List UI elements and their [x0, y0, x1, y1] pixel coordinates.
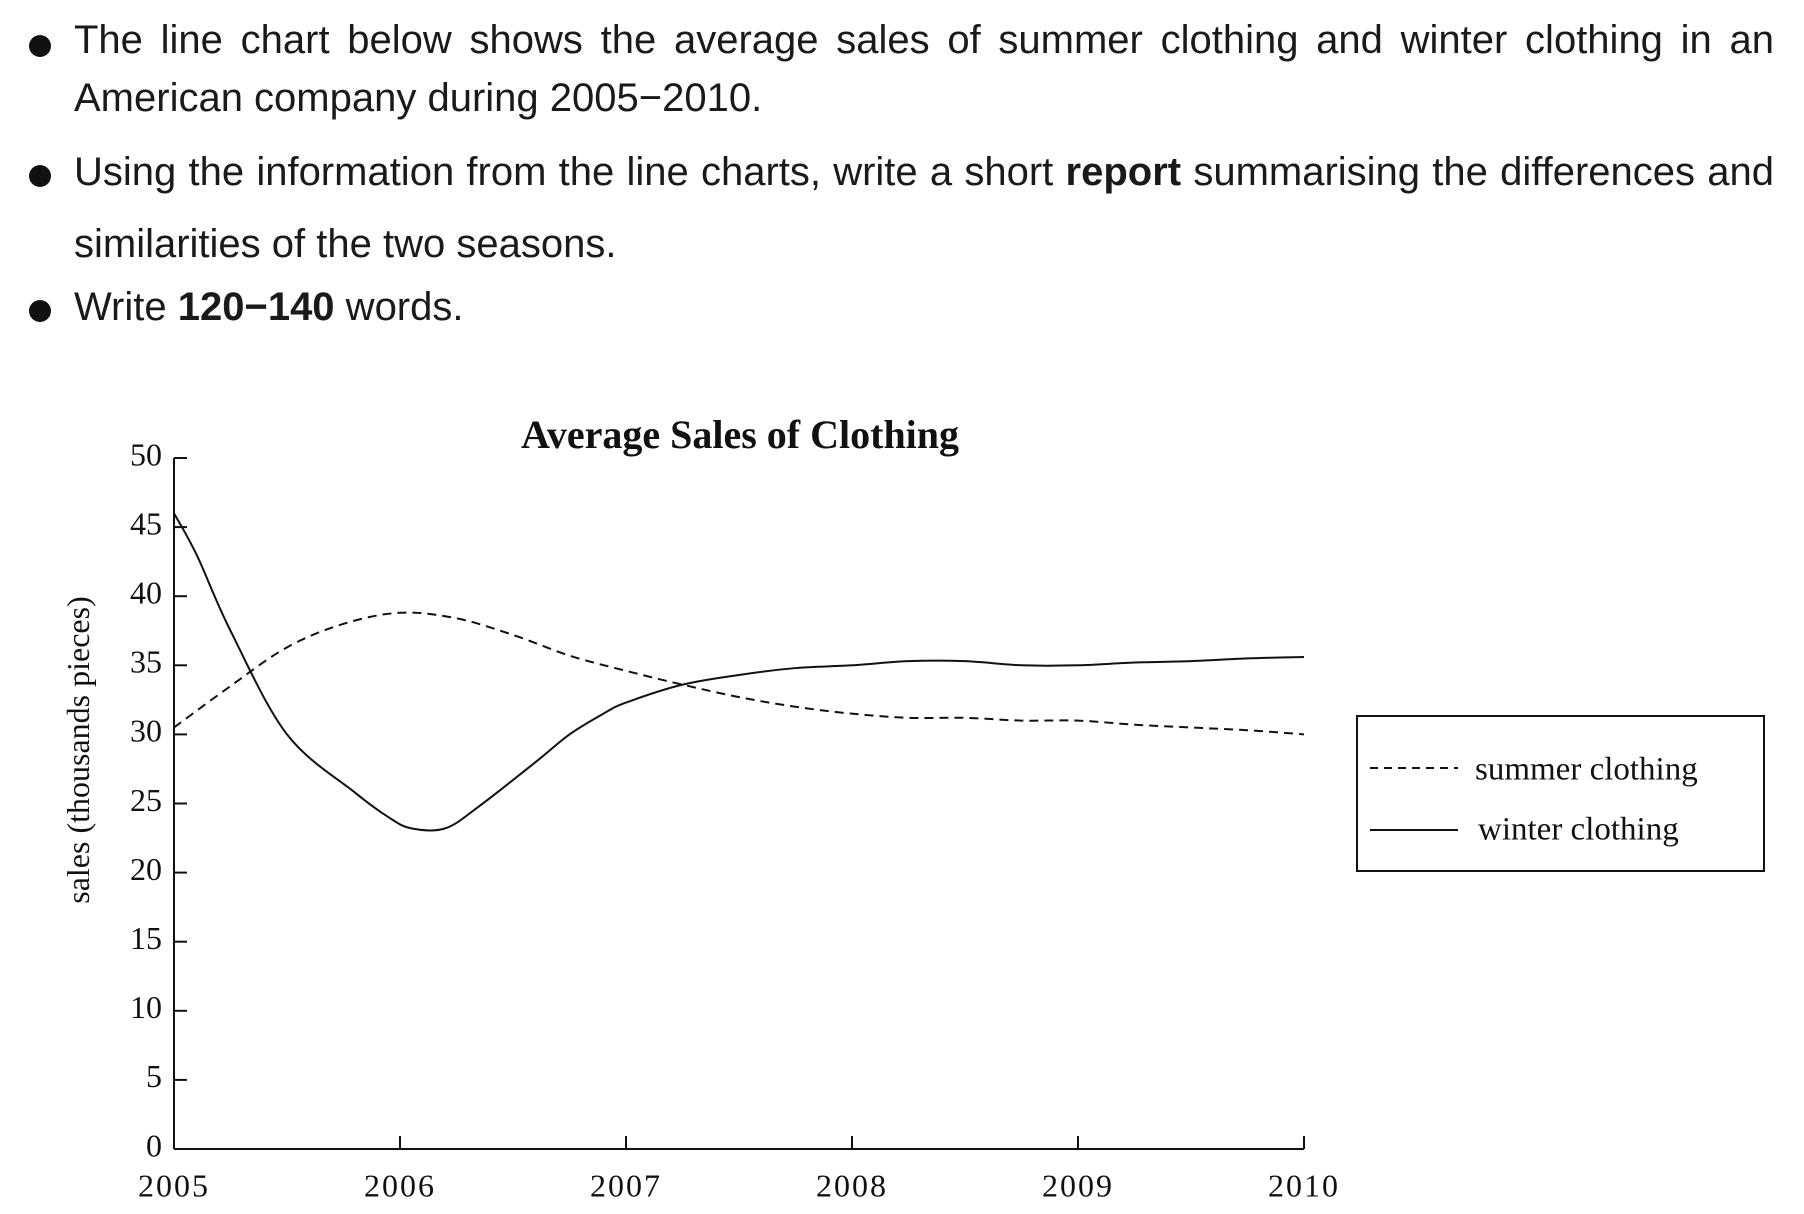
- bullet-2-line-1: Using the information from the line char…: [74, 150, 1774, 198]
- legend-label-summer: summer clothing: [1475, 752, 1698, 788]
- bullet-2-text-b: summarising the differences and: [1181, 150, 1774, 194]
- x-tick-label: 2005: [138, 1167, 210, 1203]
- bullet-2-report-bold: report: [1065, 150, 1182, 194]
- series-line-summer: [173, 611, 1305, 736]
- y-tick-label: 10: [130, 989, 162, 1025]
- y-tick-label: 20: [130, 851, 162, 887]
- series-lines: [173, 512, 1305, 832]
- x-tick-label: 2006: [364, 1167, 436, 1203]
- y-tick-label: 15: [130, 920, 162, 956]
- bullet-3-wordcount-bold: 120−140: [177, 285, 335, 329]
- x-tick-label: 2010: [1268, 1167, 1340, 1203]
- y-tick-label: 0: [146, 1127, 162, 1163]
- x-tick-label: 2007: [590, 1167, 662, 1203]
- bullet-2-line-2: similarities of the two seasons.: [74, 222, 617, 266]
- legend: summer clothing winter clothing: [1356, 715, 1765, 872]
- bullet-3-text-a: Write: [74, 285, 178, 329]
- bullet-1-line-1: The line chart below shows the average s…: [74, 18, 1774, 62]
- y-tick-label: 35: [130, 644, 162, 680]
- line-chart: Average Sales of Clothing sales (thousan…: [60, 412, 1765, 1203]
- bullet-1-line-2: American company during 2005−2010.: [74, 76, 763, 120]
- legend-box: [1356, 715, 1765, 872]
- bullet-2-text-a: Using the information from the line char…: [74, 150, 1066, 194]
- bullet-3-dot: [29, 300, 51, 322]
- y-tick-label: 40: [130, 575, 162, 611]
- chart-title: Average Sales of Clothing: [521, 412, 959, 457]
- x-tick-label: 2008: [816, 1167, 888, 1203]
- y-tick-label: 30: [130, 713, 162, 749]
- bullet-1-dot: [29, 35, 51, 57]
- y-tick-label: 45: [130, 505, 162, 541]
- bullet-3-line: Write 120−140 words.: [74, 285, 1774, 330]
- y-axis-label: sales (thousands pieces): [60, 596, 96, 903]
- x-tick-label: 2009: [1042, 1167, 1114, 1203]
- y-tick-label: 5: [146, 1058, 162, 1094]
- y-tick-label: 25: [130, 782, 162, 818]
- y-ticks: 0 5 10 15 20 25 30 35 40 45 50: [130, 436, 187, 1163]
- legend-label-winter: winter clothing: [1478, 812, 1679, 848]
- x-ticks: 2005 2006 2007 2008 2009 2010: [138, 1136, 1340, 1203]
- bullet-2-dot: [29, 165, 51, 187]
- y-tick-label: 50: [130, 436, 162, 472]
- series-line-winter: [173, 512, 1305, 832]
- bullet-3-text-b: words.: [334, 285, 464, 329]
